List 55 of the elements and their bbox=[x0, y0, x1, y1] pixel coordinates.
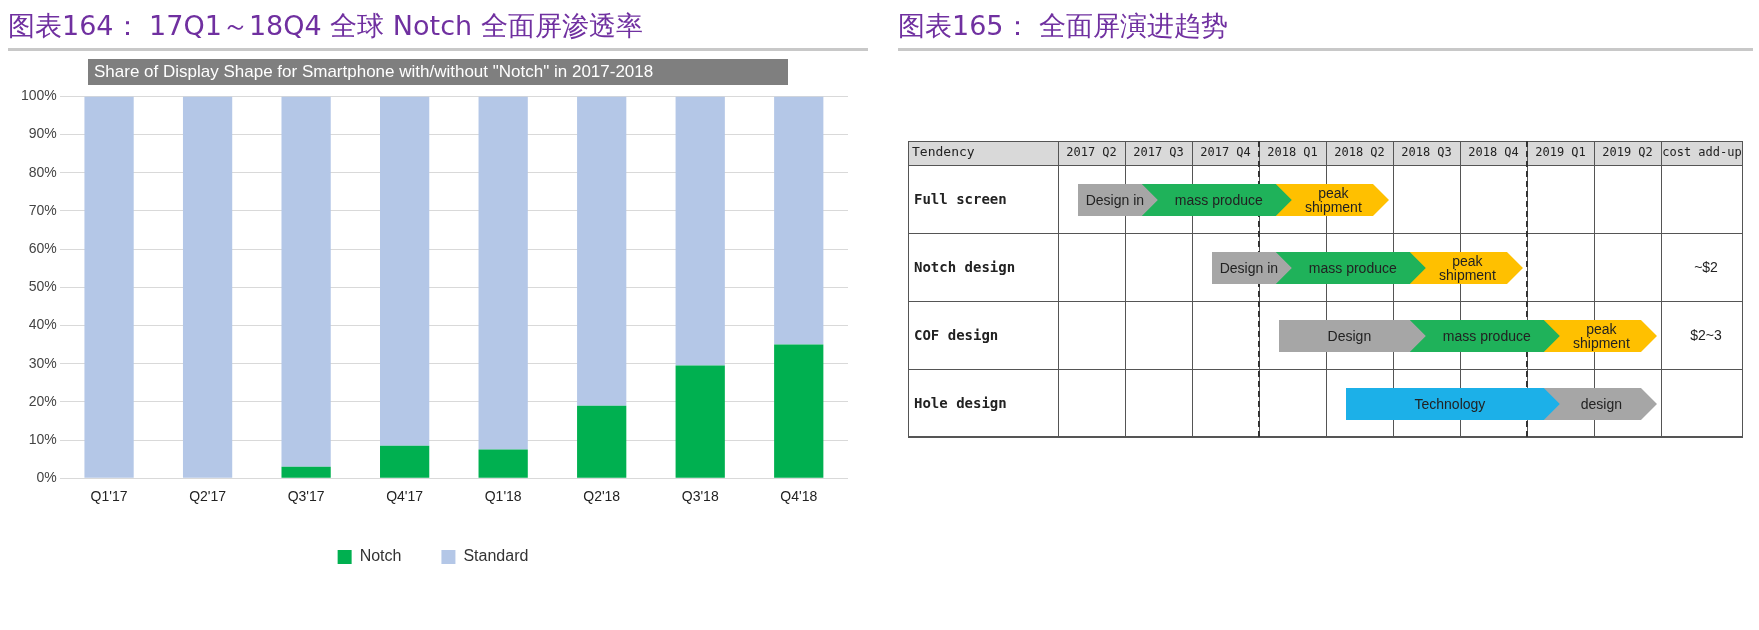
y-tick-label: 50% bbox=[28, 278, 57, 295]
legend-label: Notch bbox=[359, 547, 402, 565]
x-tick-label: Q2'17 bbox=[189, 488, 227, 505]
category-label: 2018 Q4 bbox=[1467, 145, 1520, 159]
chart-subtitle: Share of Display Shape for Smartphone with/without "Notch" in 2017-2018 bbox=[88, 59, 788, 85]
x-tick-label: Q3'18 bbox=[681, 488, 719, 505]
category-label: 2018 Q2 bbox=[1333, 145, 1386, 159]
bar bbox=[577, 405, 627, 478]
bar bbox=[281, 466, 331, 478]
y-tick-label: 100% bbox=[20, 87, 57, 104]
text: Tendency bbox=[912, 144, 975, 159]
y-tick-label: 80% bbox=[28, 163, 57, 180]
category-label: 2017 Q2 bbox=[1065, 145, 1118, 159]
category-label: 2019 Q1 bbox=[1534, 145, 1587, 159]
category-label: 2017 Q3 bbox=[1132, 145, 1185, 159]
y-tick-label: 0% bbox=[36, 469, 57, 486]
x-tick-label: Q4'18 bbox=[780, 488, 818, 505]
y-tick-label: 30% bbox=[28, 354, 57, 371]
y-tick-label: 10% bbox=[28, 430, 57, 447]
bar bbox=[380, 445, 430, 478]
category-label: 2019 Q2 bbox=[1601, 145, 1654, 159]
y-tick-label: 70% bbox=[28, 201, 57, 218]
bar bbox=[577, 96, 627, 406]
x-tick-label: Q2'18 bbox=[583, 488, 621, 505]
text: $2~3 bbox=[1690, 327, 1722, 343]
bar bbox=[380, 96, 430, 446]
category-label: Hole design bbox=[914, 395, 1007, 411]
category-label: 2017 Q4 bbox=[1199, 145, 1252, 159]
category-label: COF design bbox=[914, 327, 999, 343]
bar bbox=[478, 96, 528, 450]
x-tick-label: Q4'17 bbox=[386, 488, 424, 505]
bar bbox=[774, 96, 824, 345]
y-tick-label: 40% bbox=[28, 316, 57, 333]
x-tick-label: Q1'18 bbox=[484, 488, 522, 505]
category-label: 2018 Q3 bbox=[1400, 145, 1453, 159]
bar bbox=[675, 96, 725, 366]
x-tick-label: Q1'17 bbox=[90, 488, 128, 505]
bar bbox=[675, 365, 725, 478]
bar bbox=[774, 344, 824, 478]
x-tick-label: Q3'17 bbox=[287, 488, 325, 505]
text: ~$2 bbox=[1694, 259, 1718, 275]
category-label: Notch design bbox=[914, 259, 1016, 275]
bar bbox=[478, 449, 528, 478]
bar bbox=[281, 96, 331, 467]
y-tick-label: 20% bbox=[28, 392, 57, 409]
y-tick-label: 60% bbox=[28, 239, 57, 256]
category-label: 2018 Q1 bbox=[1266, 145, 1319, 159]
y-tick-label: 90% bbox=[28, 125, 57, 142]
chart-title: 图表164： 17Q1～18Q4 全球 Notch 全面屏渗透率 bbox=[8, 8, 868, 51]
text: 图表165： 全面屏演进趋势 bbox=[898, 8, 1753, 51]
bar bbox=[182, 96, 233, 478]
legend-label: Standard bbox=[463, 547, 529, 565]
category-label: cost add-up bbox=[1661, 145, 1743, 159]
category-label: Full screen bbox=[914, 191, 1007, 207]
bar bbox=[84, 96, 134, 478]
